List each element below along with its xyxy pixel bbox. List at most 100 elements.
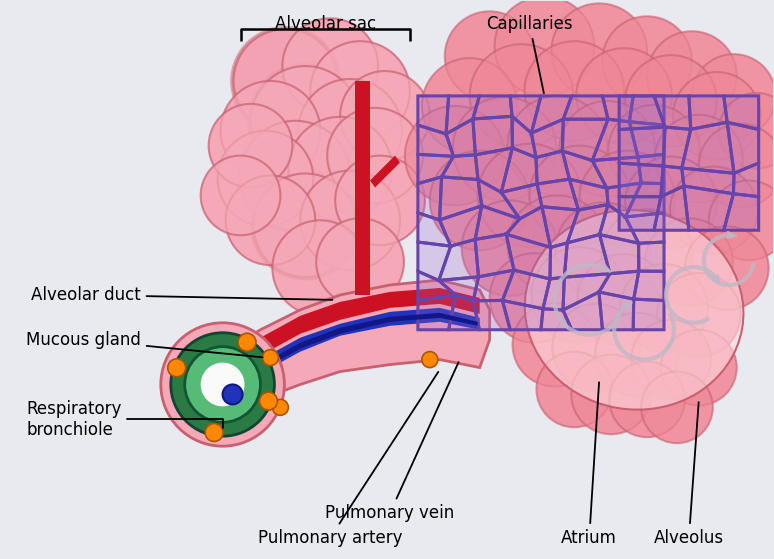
Circle shape [310,41,410,141]
Circle shape [556,202,651,298]
Circle shape [300,170,400,270]
Polygon shape [439,239,478,281]
Polygon shape [619,127,665,166]
Polygon shape [502,300,543,330]
Polygon shape [625,183,664,217]
Polygon shape [439,277,478,301]
Polygon shape [550,243,567,279]
Polygon shape [727,122,759,173]
Circle shape [272,220,368,316]
Circle shape [655,115,743,202]
Circle shape [462,200,557,296]
Circle shape [335,155,425,245]
Polygon shape [654,186,689,230]
Circle shape [625,157,717,248]
Circle shape [289,117,392,220]
Circle shape [609,362,685,437]
Polygon shape [682,168,734,194]
Circle shape [241,121,350,230]
Circle shape [620,264,708,352]
Polygon shape [510,96,541,133]
Circle shape [430,150,529,250]
Polygon shape [512,116,536,158]
Circle shape [620,264,708,352]
Circle shape [577,48,672,144]
Polygon shape [502,148,537,192]
Circle shape [327,108,423,203]
Circle shape [577,254,669,345]
Circle shape [405,106,505,205]
Circle shape [317,219,404,306]
Polygon shape [639,242,664,271]
Circle shape [289,117,392,220]
Polygon shape [418,271,455,301]
Circle shape [657,273,741,357]
Circle shape [200,363,245,406]
Polygon shape [542,207,578,248]
Polygon shape [683,186,734,230]
Circle shape [221,81,320,181]
Circle shape [508,196,608,295]
Circle shape [490,253,579,343]
Circle shape [525,41,624,141]
Polygon shape [663,127,690,168]
Circle shape [641,372,713,443]
Polygon shape [682,122,734,173]
Circle shape [609,362,685,437]
Circle shape [335,155,425,245]
Polygon shape [563,274,610,310]
Circle shape [602,16,692,106]
Circle shape [223,385,242,404]
Text: Atrium: Atrium [561,382,617,547]
Polygon shape [600,235,639,274]
Circle shape [445,11,535,101]
Polygon shape [418,96,449,134]
Text: Alveolar sac: Alveolar sac [275,15,376,34]
Circle shape [699,124,774,207]
Polygon shape [355,81,370,295]
Polygon shape [592,119,638,160]
Polygon shape [442,155,478,179]
Circle shape [641,372,713,443]
Circle shape [631,320,711,399]
Polygon shape [541,309,572,330]
Circle shape [217,131,313,226]
Circle shape [470,44,574,148]
Circle shape [601,210,693,301]
Circle shape [234,29,337,132]
Polygon shape [602,96,633,122]
Circle shape [231,27,339,135]
Polygon shape [543,277,564,310]
Circle shape [185,347,261,422]
Circle shape [252,172,359,279]
Circle shape [719,93,774,169]
Circle shape [298,79,402,182]
Circle shape [556,202,651,298]
Circle shape [608,105,700,196]
Circle shape [495,0,594,96]
Circle shape [470,44,574,148]
Circle shape [512,303,596,386]
Circle shape [692,54,774,138]
Circle shape [310,41,410,141]
Text: Mucous gland: Mucous gland [26,331,262,357]
Polygon shape [563,151,607,188]
Circle shape [608,105,700,196]
Polygon shape [600,205,639,243]
Polygon shape [223,313,478,391]
Circle shape [647,31,737,121]
Circle shape [200,155,280,235]
Circle shape [253,173,357,277]
Circle shape [595,313,679,396]
Circle shape [478,144,581,247]
Polygon shape [629,96,664,125]
Polygon shape [634,271,664,301]
Polygon shape [607,183,641,217]
Circle shape [719,93,774,169]
Polygon shape [502,270,550,309]
Circle shape [205,424,223,442]
Polygon shape [506,207,550,248]
Circle shape [234,29,337,132]
Circle shape [645,219,733,306]
Circle shape [536,352,612,427]
